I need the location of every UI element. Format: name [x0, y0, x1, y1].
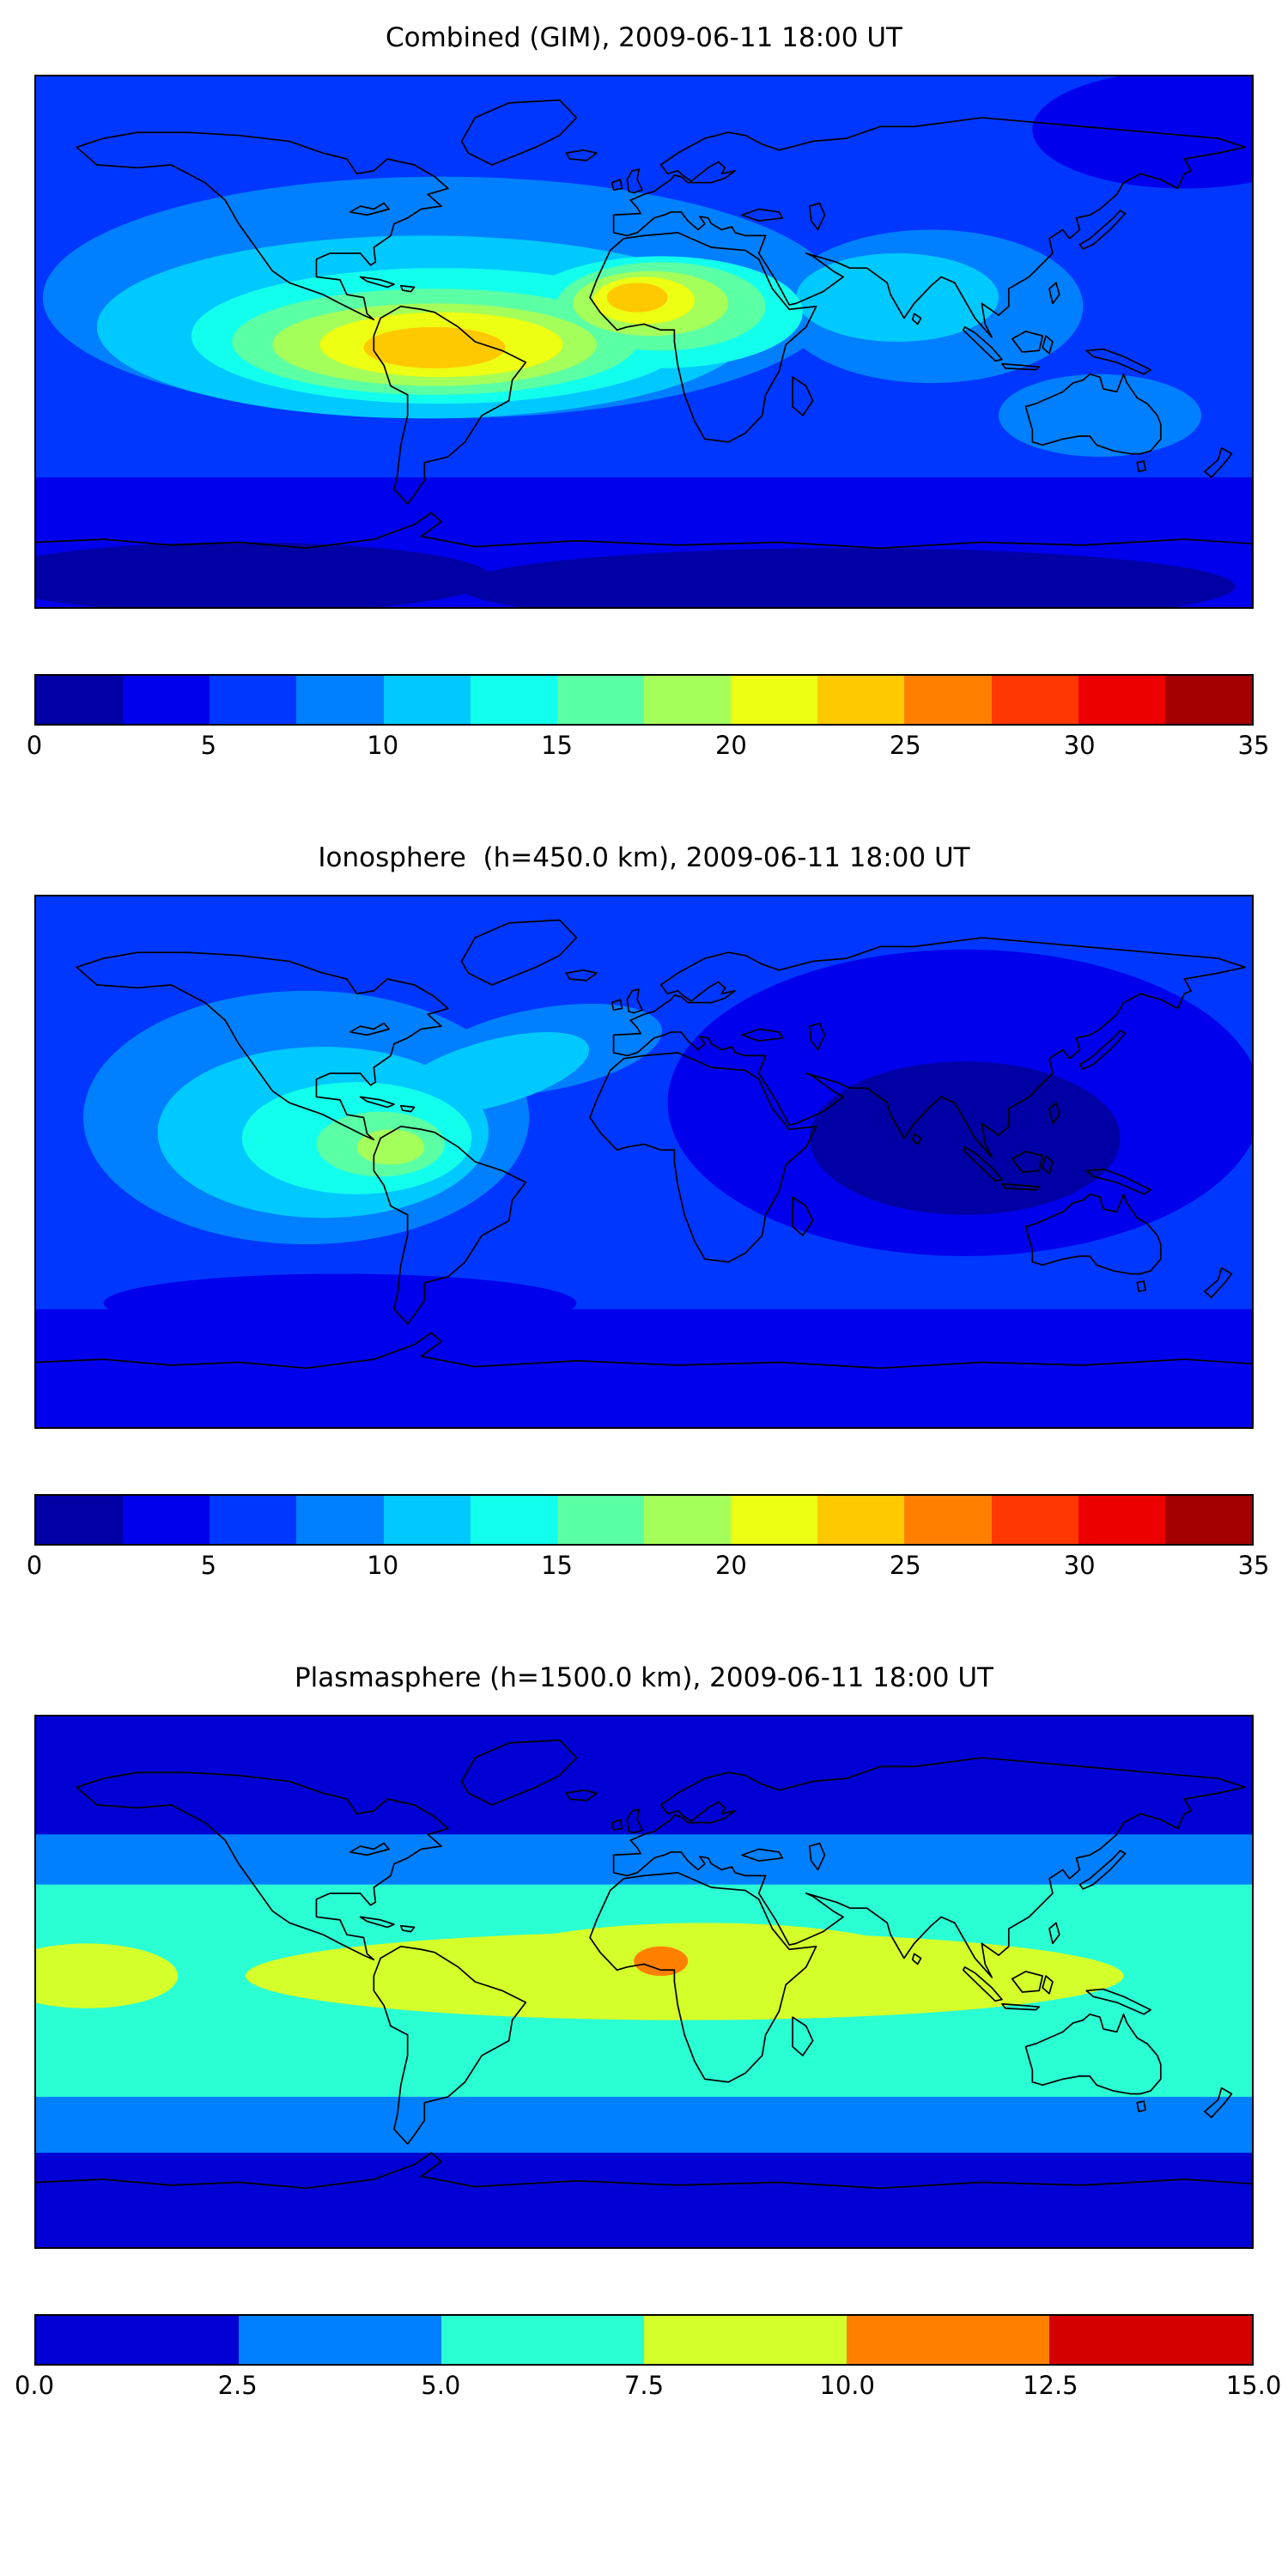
- contour-region: [634, 1946, 689, 1977]
- contour-region: [36, 1943, 179, 2008]
- colorbar-segment: [470, 1496, 557, 1544]
- colorbar-segment: [383, 676, 471, 724]
- colorbar-tick-label: 20: [714, 731, 747, 760]
- colorbar-segment: [383, 1496, 471, 1544]
- colorbar-tick-label: 25: [889, 731, 921, 760]
- colorbar-tick-label: 15: [541, 731, 574, 760]
- colorbar-ionosphere: [34, 1494, 1254, 1546]
- colorbar-tick-label: 0: [26, 731, 43, 760]
- colorbar-ticks-plasmasphere: 0.0 2.5 5.0 7.5 10.0 12.5 15.0: [15, 2369, 1281, 2407]
- colorbar-segment: [441, 2316, 644, 2364]
- contour-region: [809, 1061, 1121, 1215]
- colorbar-tick-label: 20: [714, 1551, 747, 1580]
- colorbar-tick-label: 10: [367, 731, 399, 760]
- contour-region: [36, 542, 492, 607]
- map-ionosphere: [34, 895, 1254, 1429]
- colorbar-segment: [36, 1496, 124, 1544]
- colorbar-segment: [731, 1496, 818, 1544]
- colorbar-tick-label: 35: [1237, 1551, 1270, 1580]
- colorbar-segment: [643, 1496, 732, 1544]
- colorbar-tick-label: 5: [200, 731, 217, 760]
- colorbar-tick-label: 10.0: [819, 2371, 875, 2400]
- colorbar-segment: [123, 676, 210, 724]
- colorbar-segment: [644, 2316, 847, 2364]
- colorbar-tick-label: 5: [200, 1551, 217, 1580]
- colorbar-tick-label: 30: [1063, 731, 1096, 760]
- colorbar-tick-label: 0: [26, 1551, 43, 1580]
- colorbar-segment: [904, 1496, 992, 1544]
- colorbar-tick-label: 0.0: [14, 2371, 55, 2400]
- colorbar-tick-label: 2.5: [217, 2371, 258, 2400]
- colorbar-segment: [643, 676, 732, 724]
- contour-region: [475, 1923, 935, 2012]
- colorbar-segment: [210, 1496, 297, 1544]
- colorbar-segment: [817, 1496, 905, 1544]
- colorbar-segment: [1078, 676, 1165, 724]
- colorbar-tick-label: 30: [1063, 1551, 1096, 1580]
- contour-region: [458, 548, 1236, 607]
- colorbar-segment: [817, 676, 905, 724]
- colorbar-segment: [123, 1496, 210, 1544]
- colorbar-segment: [556, 1496, 644, 1544]
- contour-region: [103, 1273, 577, 1334]
- colorbar-segment: [1164, 1496, 1252, 1544]
- colorbar-tick-label: 10: [367, 1551, 399, 1580]
- colorbar-segment: [36, 676, 124, 724]
- colorbar-segment: [1078, 1496, 1165, 1544]
- contour-region: [999, 374, 1201, 457]
- colorbar-tick-label: 15.0: [1225, 2371, 1282, 2400]
- contour-map-plasmasphere: [36, 1716, 1252, 2247]
- panel-title-ionosphere: Ionosphere (h=450.0 km), 2009-06-11 18:0…: [318, 842, 970, 873]
- colorbar-tick-label: 15: [541, 1551, 574, 1580]
- colorbar-segment: [1049, 2316, 1252, 2364]
- colorbar-segment: [296, 676, 384, 724]
- colorbar-tick-label: 12.5: [1023, 2371, 1078, 2400]
- colorbar-plasmasphere: [34, 2314, 1254, 2366]
- contour-region: [363, 326, 506, 368]
- colorbar-segment: [847, 2316, 1049, 2364]
- colorbar-tick-label: 5.0: [421, 2371, 461, 2400]
- colorbar-segment: [36, 2316, 239, 2364]
- panel-combined: Combined (GIM), 2009-06-11 18:00 UT 0 5 10…: [0, 22, 1288, 767]
- panel-title-plasmasphere: Plasmasphere (h=1500.0 km), 2009-06-11 1…: [294, 1662, 993, 1693]
- contour-map-combined: [36, 76, 1252, 607]
- colorbar-combined: [34, 674, 1254, 726]
- colorbar-segment: [556, 676, 644, 724]
- contour-region: [796, 253, 999, 342]
- contour-region: [394, 1032, 590, 1115]
- colorbar-segment: [991, 676, 1078, 724]
- colorbar-tick-label: 25: [889, 1551, 921, 1580]
- map-plasmasphere: [34, 1715, 1254, 2249]
- contour-region: [606, 283, 668, 313]
- colorbar-segment: [296, 1496, 384, 1544]
- panel-plasmasphere: Plasmasphere (h=1500.0 km), 2009-06-11 1…: [0, 1662, 1288, 2407]
- colorbar-ticks-combined: 0 5 10 15 20 25 30 35: [27, 729, 1270, 767]
- colorbar-segment: [731, 676, 818, 724]
- map-combined: [34, 75, 1254, 609]
- colorbar-segment: [904, 676, 992, 724]
- colorbar-segment: [239, 2316, 441, 2364]
- colorbar-segment: [991, 1496, 1078, 1544]
- colorbar-segment: [210, 676, 297, 724]
- colorbar-tick-label: 7.5: [623, 2371, 665, 2400]
- panel-ionosphere: Ionosphere (h=450.0 km), 2009-06-11 18:0…: [0, 842, 1288, 1587]
- panel-title-combined: Combined (GIM), 2009-06-11 18:00 UT: [386, 22, 902, 53]
- colorbar-tick-label: 35: [1237, 731, 1270, 760]
- colorbar-segment: [470, 676, 557, 724]
- contour-map-ionosphere: [36, 896, 1252, 1427]
- colorbar-ticks-ionosphere: 0 5 10 15 20 25 30 35: [27, 1549, 1270, 1587]
- colorbar-segment: [1164, 676, 1252, 724]
